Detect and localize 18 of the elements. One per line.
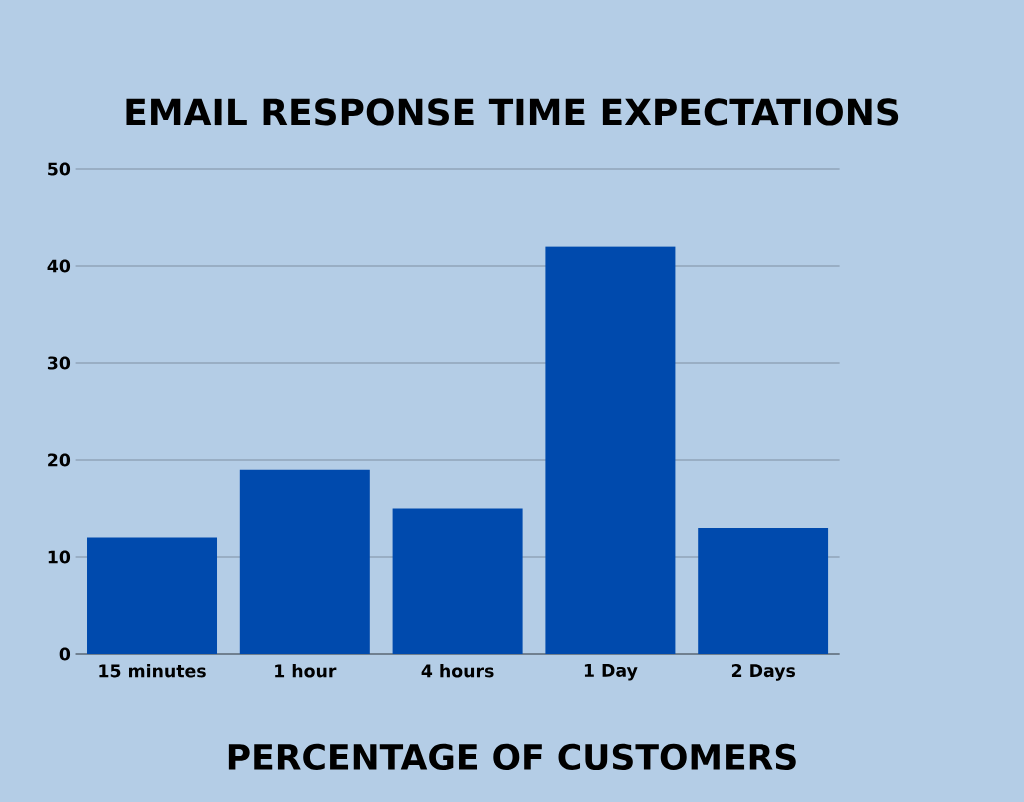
y-tick-label: 40: [47, 259, 71, 273]
bar: [392, 508, 523, 654]
bar: [545, 246, 676, 654]
x-tick-label: 1 hour: [275, 664, 337, 678]
y-tick-label: 20: [48, 453, 71, 467]
x-axis-title: PERCENTAGE OF CUSTOMERS: [228, 743, 796, 771]
y-tick-label: 30: [47, 356, 71, 370]
bar: [239, 469, 370, 654]
x-tick-label: 1 Day: [584, 664, 638, 681]
y-tick-label: 50: [48, 162, 71, 176]
bar: [87, 537, 218, 654]
x-tick-label: 15 minutes: [99, 664, 206, 678]
y-tick-label: 10: [48, 550, 71, 564]
x-tick-label: 2 Days: [731, 664, 796, 681]
chart-title: EMAIL RESPONSE TIME EXPECTATIONS: [126, 98, 899, 126]
y-tick-label: 0: [59, 647, 71, 661]
bar: [698, 527, 829, 654]
x-tick-label: 4 hours: [421, 664, 494, 678]
